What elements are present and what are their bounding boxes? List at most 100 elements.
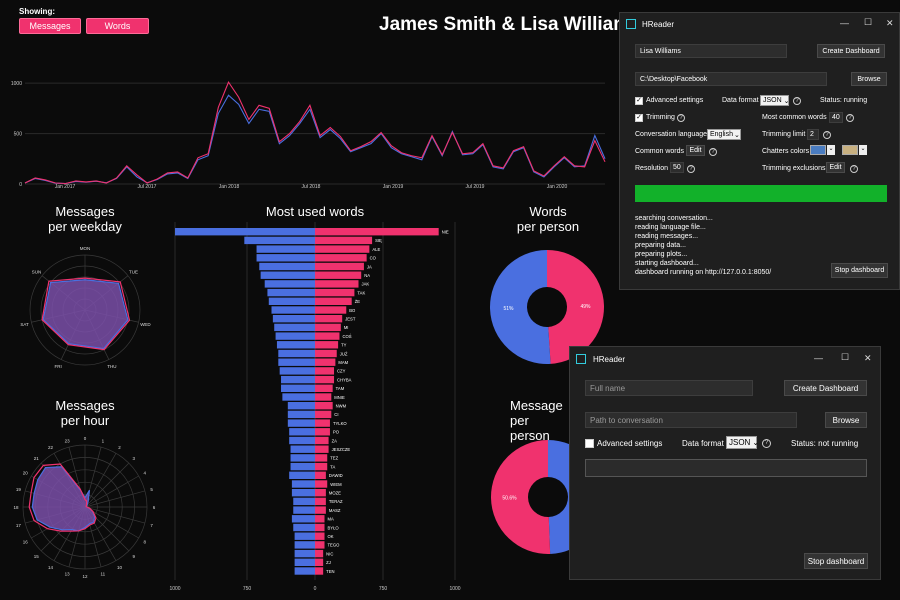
bar-label: TAK xyxy=(357,290,365,295)
bar-label: ALE xyxy=(372,247,380,252)
radar-axis-label: 23 xyxy=(65,438,71,443)
create-dashboard-button[interactable]: Create Dashboard xyxy=(784,380,867,396)
help-icon[interactable]: ? xyxy=(846,114,854,122)
radar-axis-label: 21 xyxy=(34,456,40,461)
advanced-settings-checkbox[interactable]: ✓ xyxy=(635,97,643,105)
bar-label: JESZCZE xyxy=(332,447,351,452)
weekday-radar: MON TUE WED THU FRI SAT SUN xyxy=(20,246,151,369)
advanced-settings-checkbox[interactable] xyxy=(585,439,594,448)
log-line: dashboard running on http://127.0.0.1:80… xyxy=(635,269,772,276)
bar-label: SIĘ xyxy=(375,238,382,243)
bar-left xyxy=(271,306,315,314)
bar-left xyxy=(293,506,315,514)
bar-right xyxy=(315,306,347,314)
radar-spoke xyxy=(84,475,139,508)
resolution-input[interactable]: 50 xyxy=(670,162,684,173)
minimize-icon[interactable]: — xyxy=(840,18,849,28)
most-common-words-input[interactable]: 40 xyxy=(829,112,843,123)
bar-label: CHYBA xyxy=(337,377,352,382)
bar-left xyxy=(256,245,315,253)
radar-axis-label: 12 xyxy=(82,574,88,579)
bar-left xyxy=(244,236,315,245)
maximize-icon[interactable]: ☐ xyxy=(841,352,850,362)
bar-label: MAM xyxy=(338,360,348,365)
chevron-down-icon[interactable]: ⌄ xyxy=(859,145,867,155)
bar-label: TEZ xyxy=(330,456,338,461)
bar-right xyxy=(315,384,333,392)
edit-common-words-button[interactable]: Edit xyxy=(686,145,705,156)
stop-dashboard-button[interactable]: Stop dashboard xyxy=(804,553,868,569)
bar-right xyxy=(315,497,326,506)
bar-right xyxy=(315,254,367,262)
chevron-down-icon[interactable]: ⌄ xyxy=(827,145,835,155)
browse-button[interactable]: Browse xyxy=(851,72,887,86)
stop-dashboard-button[interactable]: Stop dashboard xyxy=(831,263,888,278)
x-tick-label: Jul 2017 xyxy=(138,184,157,190)
help-icon[interactable]: ? xyxy=(687,165,695,173)
donut-label: 51% xyxy=(504,306,515,312)
trimming-checkbox[interactable]: ✓ xyxy=(635,114,643,122)
bar-right xyxy=(315,480,328,488)
bar-right xyxy=(315,332,340,340)
words-bar-chart: NIE SIĘ ALE CO JA NA JAK TAK ŻE BO JEST MI COŚ TY JUŻ M… xyxy=(169,222,461,592)
bar-right xyxy=(315,410,332,419)
bar-left xyxy=(290,454,315,462)
full-name-input[interactable]: Lisa Williams xyxy=(635,44,787,58)
messages-button[interactable]: Messages xyxy=(19,18,81,34)
browse-button[interactable]: Browse xyxy=(825,412,867,428)
chevron-down-icon: ⌄ xyxy=(752,438,760,447)
full-name-input[interactable]: Full name xyxy=(585,380,753,396)
close-icon[interactable]: ✕ xyxy=(886,18,894,28)
radar-axis-label: 3 xyxy=(133,456,136,461)
bar-left xyxy=(291,489,315,497)
words-button[interactable]: Words xyxy=(86,18,149,34)
bar-right xyxy=(315,349,337,358)
help-icon[interactable]: ? xyxy=(793,97,801,105)
donut-slice xyxy=(547,250,604,364)
bar-left xyxy=(294,549,315,558)
log-line: preparing data... xyxy=(635,242,686,249)
close-icon[interactable]: ✕ xyxy=(864,353,872,363)
edit-trimming-exclusions-button[interactable]: Edit xyxy=(826,162,845,173)
timeline-chart: 0 500 1000 Jan 2017 Jul 2017 Jan 2018 Jul 2018… xyxy=(11,80,606,190)
resolution-label: Resolution xyxy=(635,165,669,172)
create-dashboard-button[interactable]: Create Dashboard xyxy=(817,44,885,58)
bar-label: TY xyxy=(341,343,347,348)
data-format-label: Data format xyxy=(722,97,759,104)
minimize-icon[interactable]: — xyxy=(814,353,823,363)
bar-left xyxy=(278,358,315,366)
help-icon[interactable]: ? xyxy=(762,439,771,448)
language-select[interactable]: English ⌄ xyxy=(707,129,741,140)
bar-right xyxy=(315,367,335,375)
bar-label: TERAZ xyxy=(329,499,343,504)
help-icon[interactable]: ? xyxy=(850,165,858,173)
bar-right xyxy=(315,262,364,271)
bar-right xyxy=(315,445,329,453)
data-format-select[interactable]: JSON ⌄ xyxy=(726,436,760,449)
bar-label: MASZ xyxy=(329,508,341,513)
bar-left xyxy=(291,480,315,488)
radar-axis-label: TUE xyxy=(129,269,138,274)
y-tick-label: 500 xyxy=(14,132,23,138)
maximize-icon[interactable]: ☐ xyxy=(864,17,873,27)
path-input[interactable]: C:\Desktop\Facebook xyxy=(635,72,827,86)
trimming-limit-input[interactable]: 2 xyxy=(807,129,819,140)
path-input[interactable]: Path to conversation xyxy=(585,412,797,428)
bar-left xyxy=(279,367,315,375)
chatter1-color-swatch[interactable] xyxy=(810,145,826,155)
bar-label: CO xyxy=(370,256,377,261)
radar-spoke xyxy=(84,506,145,524)
bar-right xyxy=(315,489,326,497)
chatter2-color-swatch[interactable] xyxy=(842,145,858,155)
help-icon[interactable]: ? xyxy=(823,131,831,139)
bar-right xyxy=(315,245,370,253)
radar-axis-label: 0 xyxy=(84,436,87,441)
help-icon[interactable]: ? xyxy=(709,148,717,156)
bar-left xyxy=(268,297,315,305)
series-line-1 xyxy=(24,94,606,185)
donut-label: 50.6% xyxy=(502,496,517,502)
data-format-select[interactable]: JSON ⌄ xyxy=(760,95,790,106)
help-icon[interactable]: ? xyxy=(677,114,685,122)
bar-left xyxy=(291,515,315,523)
bar-right xyxy=(315,558,324,566)
